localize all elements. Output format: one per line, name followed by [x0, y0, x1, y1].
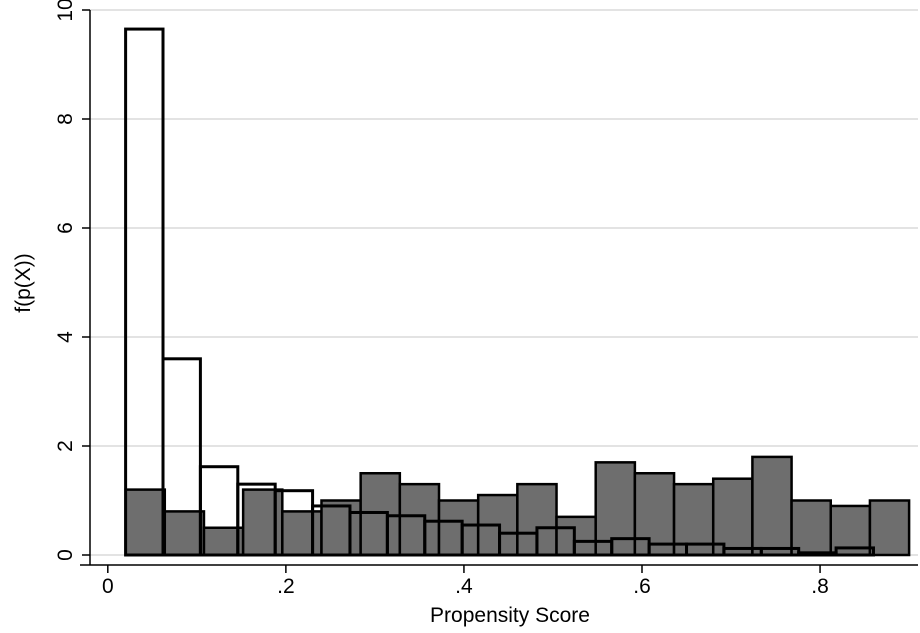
gray-bar-15 [711, 477, 754, 557]
y-tick-label: 6 [54, 222, 77, 234]
y-axis-ticks: 0 2 4 6 8 10 [54, 0, 90, 561]
x-tick-label: .8 [811, 575, 829, 598]
y-tick-label: 8 [54, 113, 77, 125]
gray-bar-4 [281, 510, 323, 557]
gray-bar-5 [320, 499, 362, 557]
y-tick-label: 2 [54, 440, 77, 452]
outline-bar-19 [834, 546, 875, 557]
y-tick-label: 10 [54, 0, 77, 22]
outline-bar-1 [161, 357, 202, 557]
x-tick-label: .2 [277, 575, 295, 598]
y-tick-label: 4 [54, 331, 77, 343]
outline-histogram [124, 27, 875, 557]
gray-bar-0 [124, 488, 167, 557]
x-tick-label: .6 [633, 575, 651, 598]
y-axis-label: f(p(X)) [12, 253, 35, 313]
y-tick-label: 0 [54, 549, 77, 561]
outline-bar-18 [797, 551, 838, 557]
gray-bar-17 [790, 499, 832, 557]
gray-bar-7 [398, 482, 441, 557]
gray-bar-1 [163, 510, 206, 557]
gray-bar-11 [555, 515, 597, 557]
gray-bar-19 [868, 499, 911, 557]
outline-bar-0 [124, 27, 165, 557]
x-tick-label: 0 [102, 575, 114, 598]
x-axis-label: Propensity Score [430, 604, 590, 627]
x-axis-ticks: 0 .2 .4 .6 .8 [102, 565, 829, 598]
gray-bar-8 [437, 499, 480, 557]
gray-bar-6 [359, 472, 402, 557]
gray-bar-16 [751, 455, 793, 557]
x-tick-label: .4 [455, 575, 473, 598]
